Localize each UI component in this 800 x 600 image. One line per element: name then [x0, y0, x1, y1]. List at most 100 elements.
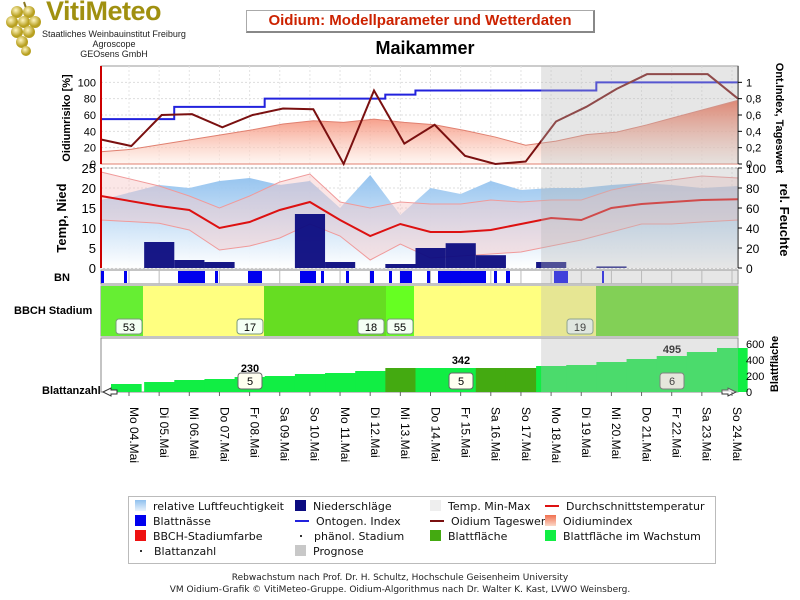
leaf-area-bar [111, 384, 142, 392]
red-square-icon [135, 530, 146, 541]
chart-title-box: Oidium: Modellparameter und Wetterdaten [246, 10, 595, 33]
bn-label: BN [54, 272, 70, 284]
bbch-stage-label: 55 [394, 322, 406, 334]
x-tick-label: Fr 08.Mai [247, 407, 261, 458]
legend-item: Oidium Tageswert [430, 515, 550, 528]
right-arrow-icon [721, 387, 738, 397]
legend-item: Blattanzahl [135, 545, 216, 558]
bbch-stage-badge [566, 318, 594, 335]
leaf-area-value-label: 230 [241, 363, 259, 375]
y2-tick-label: 100 [746, 162, 766, 176]
legend-item-label: Blattfläche [448, 530, 508, 543]
precipitation-bar [294, 214, 326, 268]
leaf-wetness-bar [321, 271, 324, 283]
leaf-count-label: 6 [669, 376, 675, 388]
leaf-wetness-bar [400, 271, 412, 283]
leaf-wetness-bar [494, 271, 497, 283]
precipitation-bar [325, 262, 356, 268]
y2-axis-label: rel. Feuchte [777, 184, 792, 257]
prognosis-overlay [541, 66, 738, 164]
prognosis-overlay [541, 338, 738, 392]
leaf-area-bar [294, 374, 326, 392]
y-tick-label: 20 [84, 143, 96, 155]
leaf-wetness-bar [427, 271, 430, 283]
leaf-wetness-bar [554, 271, 568, 283]
legend-item: Blattfläche [430, 530, 507, 543]
legend-item-label: BBCH-Stadiumfarbe [153, 530, 263, 543]
legend-item-label: Blattfläche im Wachstum [563, 530, 701, 543]
legend-item: Blattnässe [135, 515, 211, 528]
y2-tick-label: 0,2 [746, 143, 761, 155]
darkred-line-icon [430, 520, 444, 522]
bbch-stage-label: 19 [574, 322, 586, 334]
y2-tick-label: 0 [746, 387, 752, 399]
x-tick-label: Mo 04.Mai [127, 407, 141, 463]
leaf-area-bar [686, 352, 718, 392]
leaf-area-bar [325, 373, 356, 392]
legend-item: phänol. Stadium [295, 530, 404, 543]
y2-tick-label: 0 [746, 262, 753, 276]
y-tick-label: 80 [84, 94, 96, 106]
chart-title: Oidium: Modellparameter und Wetterdaten [268, 12, 572, 29]
legend-item: relative Luftfeuchtigkeit [135, 500, 284, 513]
x-tick-label: Mi 06.Mai [187, 407, 201, 459]
humidity-area [101, 175, 738, 268]
mean-temperature-line [100, 195, 739, 238]
leaf-wetness-bar [215, 271, 218, 283]
bbch-stage-badge [357, 318, 385, 335]
x-tick-label: Mo 18.Mai [549, 407, 563, 463]
prognosis-overlay [541, 168, 738, 268]
y2-tick-label: 80 [746, 182, 760, 196]
light-gray-square-icon [430, 500, 441, 511]
x-tick-label: Mo 11.Mai [338, 407, 352, 462]
y-tick-label: 20 [82, 181, 96, 196]
precipitation-bar [144, 242, 175, 268]
x-tick-label: Di 19.Mai [579, 407, 593, 458]
y2-tick-label: 400 [746, 355, 764, 367]
leaf-area-value-label: 342 [452, 355, 470, 367]
bbch-label: BBCH Stadium [14, 305, 92, 317]
bbch-stage-block [414, 286, 540, 336]
legend-item: Durchschnittstemperatur [545, 500, 705, 513]
y-tick-label: 25 [82, 161, 96, 176]
leaf-wetness-bar [178, 271, 205, 283]
x-tick-label: Sa 16.Mai [489, 407, 503, 461]
y2-tick-label: 1 [746, 77, 752, 89]
leaf-wetness-bar [438, 271, 486, 283]
gray-square-icon [295, 545, 306, 556]
legend-item-label: relative Luftfeuchtigkeit [153, 500, 284, 513]
grape-icon [6, 1, 41, 56]
bbch-stage-label: 17 [244, 322, 256, 334]
leaf-wetness-bar [370, 271, 374, 283]
bbch-stage-label: 18 [365, 322, 377, 334]
leaf-area-bar [144, 382, 175, 392]
leaf-wetness-bar [389, 271, 392, 283]
legend-item-label: Prognose [313, 545, 364, 558]
leaf-count-badge [448, 372, 474, 390]
leaf-wetness-bar [346, 271, 349, 283]
y2-axis-label: Ont.Index, Tageswert [773, 63, 785, 174]
leaf-area-bar [264, 376, 296, 392]
leaf-count-axis-label: Blattanzahl [42, 385, 101, 397]
x-tick-label: Sa 09.Mai [278, 407, 292, 461]
legend-item: Prognose [295, 545, 364, 558]
leaf-count-label: 5 [458, 376, 464, 388]
x-tick-label: Sa 23.Mai [700, 407, 714, 461]
precipitation-bar [204, 262, 235, 268]
legend-item-label: Blattanzahl [154, 545, 217, 558]
precipitation-bar [445, 243, 476, 268]
leaf-count-badge [237, 372, 263, 390]
x-tick-label: Do 21.Mai [639, 407, 653, 462]
y2-axis-label: Blattfläche [769, 336, 781, 392]
logo: VitiMeteo Staatliches Weinbauinstitut Fr… [2, 0, 192, 62]
prognosis-overlay [541, 270, 738, 284]
oidium-tageswert-line [100, 73, 739, 167]
legend-item-label: Oidium Tageswert [451, 515, 550, 528]
leaf-area-value-label: 495 [663, 344, 681, 356]
y-tick-label: 0 [89, 261, 96, 276]
leaf-area-bar [596, 362, 628, 392]
leaf-area-bar [415, 368, 447, 392]
footer-line-2: VM Oidium-Grafik © VitiMeteo-Gruppe. Oid… [169, 585, 631, 595]
y-tick-label: 10 [82, 221, 96, 236]
location-title: Maikammer [375, 38, 475, 58]
